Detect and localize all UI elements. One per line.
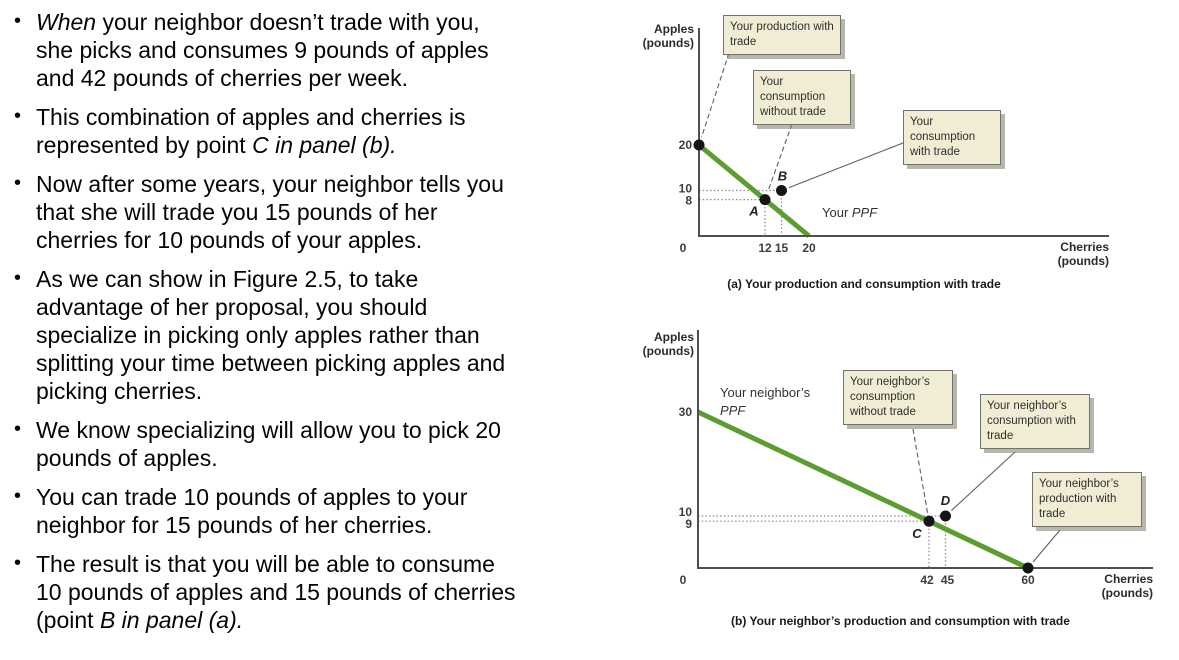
bullet-icon: • (14, 10, 22, 32)
chart-panel-a: A B 0 12 15 20 20 10 8 Apples (pounds) Cherries … (620, 0, 1179, 300)
svg-text:45: 45 (941, 573, 955, 587)
panel-caption: (b) Your neighbor’s production and consu… (731, 614, 1070, 628)
bullet-text: We know specializing will allow you to p… (36, 417, 501, 471)
svg-text:0: 0 (680, 241, 687, 255)
bullet-text: When your neighbor doesn’t trade with yo… (36, 9, 489, 91)
y-axis-label: Apples (pounds) (642, 330, 694, 358)
bullet-item: • This combination of apples and cherrie… (10, 103, 624, 159)
bullet-text: As we can show in Figure 2.5, to take ad… (36, 266, 506, 404)
bullet-item: • We know specializing will allow you to… (10, 416, 624, 472)
ppf-label: Your neighbor’s PPF (720, 385, 811, 418)
bullet-icon: • (14, 418, 22, 440)
bullet-item: • The result is that you will be able to… (10, 550, 624, 634)
bullet-text: This combination of apples and cherries … (36, 104, 466, 158)
svg-text:B: B (778, 169, 787, 184)
bullet-icon: • (14, 485, 22, 507)
svg-text:0: 0 (680, 573, 687, 587)
callout-consumption-with-trade: Your neighbor’s consumption with trade (980, 394, 1090, 449)
chart-canvas-a: A B 0 12 15 20 20 108 (679, 28, 1109, 255)
bullet-item: • As we can show in Figure 2.5, to take … (10, 265, 624, 405)
svg-text:D: D (941, 493, 951, 508)
svg-text:8: 8 (685, 194, 692, 208)
chart-canvas-b: C D 0 42 45 60 30 109 (679, 330, 1153, 587)
svg-text:C: C (912, 526, 922, 541)
bullet-text: The result is that you will be able to c… (36, 551, 516, 633)
panel-caption: (a) Your production and consumption with… (727, 277, 1001, 291)
bullet-item: • When your neighbor doesn’t trade with … (10, 8, 624, 92)
bullet-icon: • (14, 552, 22, 574)
svg-text:10: 10 (679, 505, 693, 519)
svg-text:60: 60 (1021, 573, 1035, 587)
bullet-item: • Now after some years, your neighbor te… (10, 170, 624, 254)
bullet-icon: • (14, 267, 22, 289)
bullet-item: • You can trade 10 pounds of apples to y… (10, 483, 624, 539)
callout-consumption-without-trade: Your consumption without trade (753, 70, 851, 125)
svg-text:42: 42 (920, 573, 934, 587)
callout-production-with-trade: Your production with trade (723, 15, 841, 55)
bullet-list: • When your neighbor doesn’t trade with … (10, 8, 624, 645)
svg-text:20: 20 (679, 138, 693, 152)
chart-panel-b: C D 0 42 45 60 30 10 9 Apples (pounds) Cherries … (620, 300, 1179, 660)
bullet-icon: • (14, 172, 22, 194)
x-axis-label: Cherries (pounds) (1101, 572, 1153, 600)
x-axis-label: Cherries (pounds) (1057, 240, 1109, 268)
svg-text:20: 20 (802, 241, 816, 255)
bullet-text: Now after some years, your neighbor tell… (36, 171, 504, 253)
svg-text:10: 10 (679, 182, 693, 196)
svg-text:A: A (748, 204, 758, 219)
svg-text:30: 30 (679, 405, 693, 419)
svg-text:15: 15 (775, 241, 789, 255)
y-axis-label: Apples (pounds) (642, 22, 694, 50)
ppf-label: Your PPF (822, 205, 878, 220)
callout-consumption-without-trade: Your neighbor’s consumption without trad… (843, 370, 953, 425)
callout-consumption-with-trade: Your consumption with trade (903, 110, 1001, 165)
callout-production-with-trade: Your neighbor’s production with trade (1032, 472, 1142, 527)
svg-text:9: 9 (685, 517, 692, 531)
svg-text:12: 12 (758, 241, 772, 255)
bullet-text: You can trade 10 pounds of apples to you… (36, 484, 468, 538)
bullet-icon: • (14, 105, 22, 127)
